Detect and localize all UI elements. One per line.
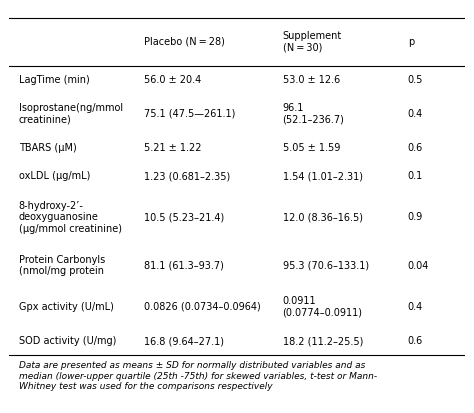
Text: TBARS (μM): TBARS (μM) bbox=[18, 143, 76, 154]
Text: 81.1 (61.3–93.7): 81.1 (61.3–93.7) bbox=[144, 261, 224, 271]
Text: 5.05 ± 1.59: 5.05 ± 1.59 bbox=[283, 143, 340, 154]
Text: 5.21 ± 1.22: 5.21 ± 1.22 bbox=[144, 143, 201, 154]
Text: Placebo (N = 28): Placebo (N = 28) bbox=[144, 37, 225, 47]
Text: 0.4: 0.4 bbox=[408, 302, 423, 312]
Text: Protein Carbonyls
(nmol/mg protein: Protein Carbonyls (nmol/mg protein bbox=[18, 255, 105, 276]
Text: 56.0 ± 20.4: 56.0 ± 20.4 bbox=[144, 74, 201, 85]
Text: p: p bbox=[408, 37, 414, 47]
Text: 16.8 (9.64–27.1): 16.8 (9.64–27.1) bbox=[144, 337, 224, 347]
Text: 75.1 (47.5—261.1): 75.1 (47.5—261.1) bbox=[144, 109, 235, 119]
Text: 0.6: 0.6 bbox=[408, 143, 423, 154]
Text: oxLDL (μg/mL): oxLDL (μg/mL) bbox=[18, 171, 90, 181]
Text: 0.9: 0.9 bbox=[408, 212, 423, 222]
Text: Isoprostane(ng/mmol
creatinine): Isoprostane(ng/mmol creatinine) bbox=[18, 103, 123, 125]
Text: 18.2 (11.2–25.5): 18.2 (11.2–25.5) bbox=[283, 337, 363, 347]
Text: 0.5: 0.5 bbox=[408, 74, 423, 85]
Text: 10.5 (5.23–21.4): 10.5 (5.23–21.4) bbox=[144, 212, 224, 222]
Text: 96.1
(52.1–236.7): 96.1 (52.1–236.7) bbox=[283, 103, 345, 125]
Text: Data are presented as means ± SD for normally distributed variables and as
media: Data are presented as means ± SD for nor… bbox=[18, 361, 377, 391]
Text: 0.6: 0.6 bbox=[408, 337, 423, 347]
Text: 1.23 (0.681–2.35): 1.23 (0.681–2.35) bbox=[144, 171, 230, 181]
Text: 0.1: 0.1 bbox=[408, 171, 423, 181]
Text: Gpx activity (U/mL): Gpx activity (U/mL) bbox=[18, 302, 113, 312]
Text: 0.4: 0.4 bbox=[408, 109, 423, 119]
Text: SOD activity (U/mg): SOD activity (U/mg) bbox=[18, 337, 116, 347]
Text: 12.0 (8.36–16.5): 12.0 (8.36–16.5) bbox=[283, 212, 363, 222]
Text: 0.0826 (0.0734–0.0964): 0.0826 (0.0734–0.0964) bbox=[144, 302, 261, 312]
Text: LagTime (min): LagTime (min) bbox=[18, 74, 89, 85]
Text: 53.0 ± 12.6: 53.0 ± 12.6 bbox=[283, 74, 340, 85]
Text: 0.0911
(0.0774–0.0911): 0.0911 (0.0774–0.0911) bbox=[283, 296, 363, 318]
Text: 0.04: 0.04 bbox=[408, 261, 429, 271]
Text: 8-hydroxy-2’-
deoxyguanosine
(μg/mmol creatinine): 8-hydroxy-2’- deoxyguanosine (μg/mmol cr… bbox=[18, 201, 121, 234]
Text: 95.3 (70.6–133.1): 95.3 (70.6–133.1) bbox=[283, 261, 369, 271]
Text: 1.54 (1.01–2.31): 1.54 (1.01–2.31) bbox=[283, 171, 363, 181]
Text: Supplement
(N = 30): Supplement (N = 30) bbox=[283, 31, 342, 53]
